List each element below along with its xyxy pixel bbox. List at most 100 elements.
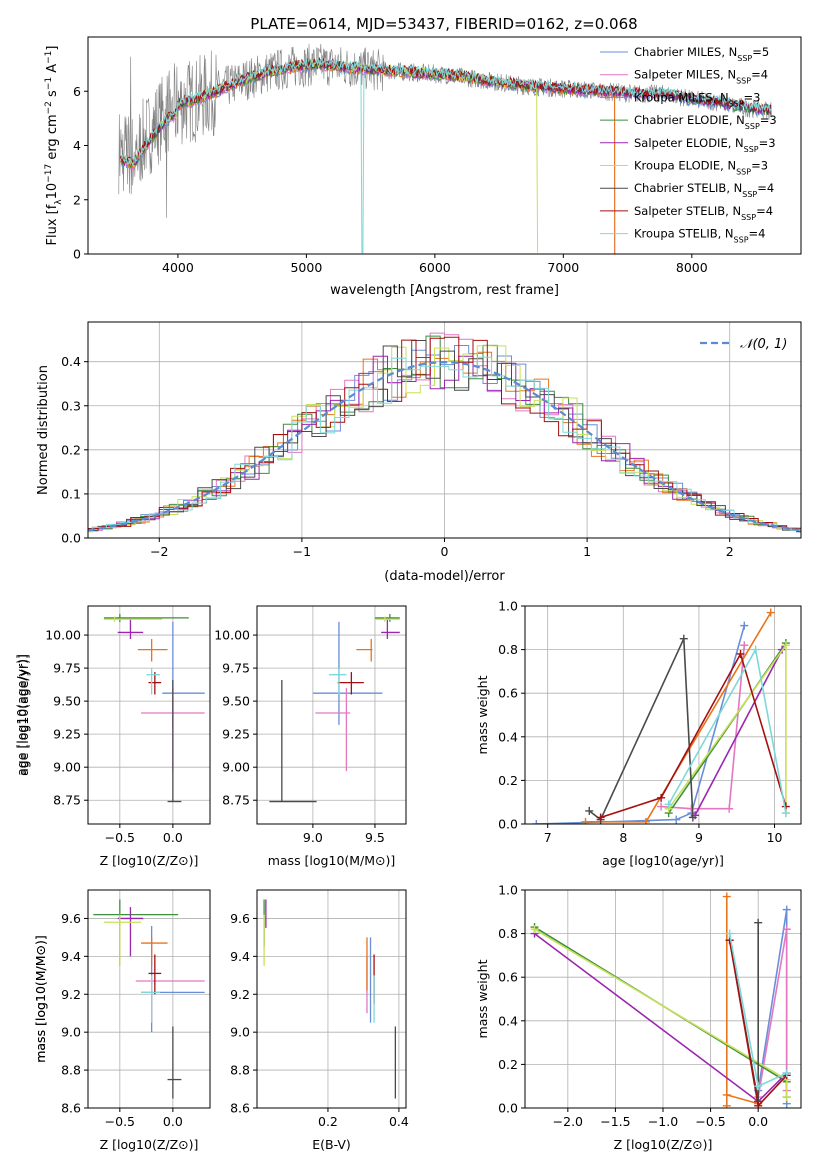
x-axis-label: wavelength [Angstrom, rest frame] — [330, 283, 559, 298]
y-tick-label: 1.0 — [498, 599, 518, 614]
y-tick-label: 8.75 — [53, 793, 81, 808]
x-tick-label: 6000 — [419, 260, 451, 275]
legend-label: Kroupa ELODIE, NSSP=3 — [634, 159, 768, 177]
y-axis-label: mass weight — [475, 959, 490, 1038]
axes-frame — [87, 605, 211, 825]
massweight-vs-z-plot — [530, 892, 791, 1108]
y-tick-label: 0.2 — [498, 1057, 518, 1072]
axes-frame — [524, 605, 802, 825]
frame-age-vs-z: −0.5 0.0 8.75 9.00 9.25 9.50 9.75 10.00 — [45, 605, 211, 845]
residual-plot — [88, 332, 801, 533]
y-tick-label: 1.0 — [498, 883, 518, 898]
axes-frame — [256, 605, 407, 825]
x-tick-label: 0.0 — [163, 830, 183, 845]
weight-marker — [725, 804, 734, 813]
x-tick-label: 4000 — [162, 260, 194, 275]
x-tick-label: 1 — [583, 544, 591, 559]
weight-line-4 — [534, 932, 788, 1103]
x-tick-label: −2.0 — [553, 1114, 583, 1129]
y-tick-label: 8.6 — [230, 1101, 250, 1116]
frame-age-vs-mass: 9.0 9.5 8.75 9.00 9.25 9.50 9.75 10.00 — [214, 605, 407, 845]
frame-massweight-vs-age: 7 8 9 10 0.0 0.2 0.4 0.6 0.8 1.0 — [498, 599, 802, 845]
y-tick-label: 0.8 — [498, 642, 518, 657]
weight-marker — [736, 649, 745, 658]
y-tick-label: 9.2 — [61, 987, 81, 1002]
y-tick-label: 8.75 — [222, 793, 250, 808]
x-tick-label: 8000 — [676, 260, 708, 275]
x-tick-label: 10 — [767, 830, 783, 845]
weight-marker — [725, 929, 734, 938]
y-tick-label: 0.2 — [61, 442, 81, 457]
age-vs-z-plot — [103, 613, 205, 803]
y-tick-label: 9.50 — [53, 694, 81, 709]
weight-marker — [722, 1090, 731, 1099]
legend-label: Chabrier ELODIE, NSSP=3 — [634, 113, 777, 131]
weight-marker — [679, 634, 688, 643]
x-tick-label: 8 — [619, 830, 627, 845]
weight-marker — [581, 817, 590, 824]
y-tick-label: 9.6 — [230, 911, 250, 926]
weight-marker — [585, 806, 594, 815]
histogram-5 — [88, 345, 801, 533]
axes-age-vs-mass — [257, 606, 406, 824]
y-tick-label: 10.00 — [214, 628, 250, 643]
weight-marker — [782, 925, 791, 934]
x-axis-label: (data-model)/error — [384, 569, 505, 584]
x-tick-label: 5000 — [290, 260, 322, 275]
y-tick-label: 9.2 — [230, 987, 250, 1002]
weight-line-6 — [588, 638, 694, 821]
weight-line-7 — [600, 651, 787, 819]
y-tick-label: 9.4 — [230, 949, 250, 964]
x-tick-label: −0.5 — [695, 1114, 725, 1129]
legend-label: Salpeter MILES, NSSP=4 — [634, 68, 768, 86]
x-tick-label: 7000 — [547, 260, 579, 275]
y-tick-label: 0.1 — [61, 486, 81, 501]
weight-marker — [754, 1101, 763, 1108]
legend-label: Chabrier MILES, NSSP=5 — [634, 45, 769, 63]
axes-frame — [256, 889, 407, 1109]
x-axis-label: Z [log10(Z/Z⊙)] — [614, 1137, 713, 1152]
y-tick-label: 6 — [73, 84, 81, 99]
y-tick-label: 0.0 — [61, 531, 81, 546]
y-tick-label: 0.0 — [498, 1101, 518, 1116]
massweight-vs-age-plot — [532, 608, 790, 824]
x-tick-label: 0.0 — [163, 1114, 183, 1129]
spectrum-model-line-7 — [119, 56, 772, 163]
histogram-2 — [88, 351, 801, 532]
x-tick-label: 9.0 — [303, 830, 323, 845]
spectrum-model-line-1 — [121, 62, 616, 254]
weight-marker — [782, 1069, 791, 1078]
age-vs-mass-plot — [269, 613, 400, 803]
mass-vs-ebv-plot — [263, 899, 397, 1099]
weight-marker — [722, 1101, 731, 1108]
weight-marker — [641, 817, 650, 824]
y-tick-label: 9.75 — [53, 661, 81, 676]
x-tick-label: 7 — [544, 830, 552, 845]
weight-marker — [657, 793, 666, 802]
weight-marker — [782, 1093, 791, 1102]
spectrum-model-line-2 — [119, 60, 616, 254]
x-tick-label: 9.5 — [365, 830, 385, 845]
x-tick-label: −1.0 — [648, 1114, 678, 1129]
x-tick-label: −1 — [293, 544, 311, 559]
x-tick-label: −2 — [150, 544, 168, 559]
legend-label: Chabrier STELIB, NSSP=4 — [634, 181, 774, 199]
axes-massweight-vs-age — [525, 605, 801, 825]
y-axis-label: mass [log10(M/M⊙)] — [33, 935, 48, 1063]
spectrum-plot — [118, 43, 772, 254]
y-tick-label: 9.25 — [53, 727, 81, 742]
y-tick-label: 4 — [73, 138, 81, 153]
x-tick-label: −0.5 — [105, 830, 135, 845]
mass-vs-z-plot — [93, 899, 205, 1099]
y-tick-label: 0.3 — [61, 398, 81, 413]
y-tick-label: 9.75 — [222, 661, 250, 676]
y-axis-label: mass weight — [475, 675, 490, 754]
y-tick-label: 9.00 — [222, 760, 250, 775]
y-tick-label: 0.8 — [498, 926, 518, 941]
y-tick-label: 8.6 — [61, 1101, 81, 1116]
weight-marker — [672, 815, 681, 824]
x-tick-label: 0.0 — [748, 1114, 768, 1129]
legend-label: 𝒩(0, 1) — [740, 337, 787, 352]
x-tick-label: 9 — [695, 830, 703, 845]
